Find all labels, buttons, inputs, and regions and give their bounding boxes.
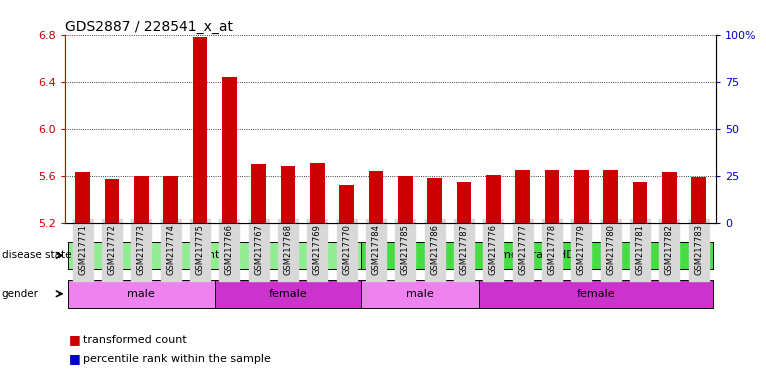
Point	[458, 61, 470, 68]
Bar	[163, 176, 178, 223]
Point	[516, 69, 529, 75]
Bar	[368, 171, 383, 223]
Point	[77, 65, 89, 71]
Bar	[251, 164, 266, 223]
Bar	[214, 280, 362, 308]
Point	[399, 61, 411, 68]
Bar	[479, 280, 713, 308]
Point	[633, 69, 646, 75]
Bar	[398, 176, 413, 223]
Point	[223, 50, 235, 56]
Point	[165, 54, 177, 60]
Bar	[604, 170, 618, 223]
Bar	[134, 176, 149, 223]
Text: female: female	[269, 289, 307, 299]
Bar	[691, 177, 706, 223]
Bar	[574, 170, 588, 223]
Text: ■: ■	[69, 333, 80, 346]
Point	[136, 65, 148, 71]
Point	[663, 69, 676, 75]
Bar	[68, 242, 362, 269]
Point	[546, 69, 558, 75]
Bar	[633, 182, 647, 223]
Text: GDS2887 / 228541_x_at: GDS2887 / 228541_x_at	[65, 20, 233, 33]
Point	[487, 61, 499, 68]
Bar	[75, 172, 90, 223]
Text: ■: ■	[69, 353, 80, 366]
Text: male: male	[406, 289, 434, 299]
Text: disease state: disease state	[2, 250, 71, 260]
Text: male: male	[127, 289, 155, 299]
Bar	[486, 174, 501, 223]
Point	[106, 69, 118, 75]
Bar	[310, 163, 325, 223]
Bar	[362, 242, 713, 269]
Point	[370, 61, 382, 68]
Bar	[662, 172, 676, 223]
Bar	[457, 182, 471, 223]
Point	[311, 61, 323, 68]
Text: percentile rank within the sample: percentile rank within the sample	[83, 354, 270, 364]
Bar	[516, 170, 530, 223]
Text: moderate HD: moderate HD	[500, 250, 574, 260]
Text: transformed count: transformed count	[83, 335, 186, 345]
Point	[575, 69, 588, 75]
Text: gender: gender	[2, 289, 38, 299]
Point	[194, 39, 206, 45]
Bar	[280, 166, 296, 223]
Point	[428, 61, 440, 68]
Bar	[339, 185, 354, 223]
Bar	[222, 77, 237, 223]
Bar	[193, 37, 208, 223]
Point	[341, 61, 353, 68]
Bar	[545, 170, 559, 223]
Point	[692, 50, 705, 56]
Point	[282, 61, 294, 68]
Point	[253, 61, 265, 68]
Text: control: control	[195, 250, 234, 260]
Point	[604, 61, 617, 68]
Bar	[427, 178, 442, 223]
Bar	[362, 280, 479, 308]
Bar	[68, 280, 214, 308]
Bar	[105, 179, 119, 223]
Text: female: female	[577, 289, 615, 299]
